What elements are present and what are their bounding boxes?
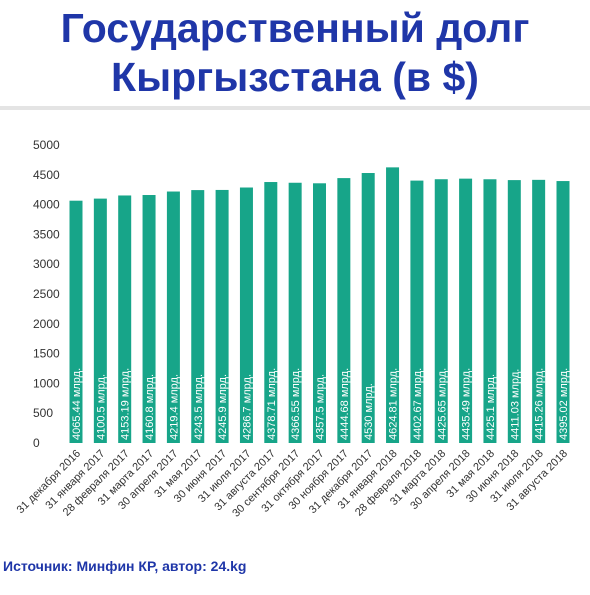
bar-value-label: 4530 млрд. [363,383,375,440]
bar-value-label: 4219.4 млрд. [168,374,180,440]
bar-value-label: 4065.44 млрд. [71,368,83,440]
bar-value-label: 4444.68 млрд. [339,368,351,440]
bar-value-label: 4160.8 млрд. [144,374,156,440]
y-tick-label: 0 [33,436,40,450]
bar [264,182,278,444]
bar-value-label: 4435.49 млрд. [461,368,473,440]
bar-value-label: 4624.81 млрд. [388,368,400,440]
bar-value-label: 4425.1 млрд. [485,374,497,440]
bar-value-label: 4378.71 млрд. [266,368,278,440]
bar [507,180,521,444]
bar-value-label: 4245.9 млрд. [217,374,229,440]
chart-title-line-2: Кыргызстана (в $) [111,54,479,100]
bar [118,195,132,443]
bar-chart: 0 500 1000 1500 2000 2500 3000 3500 4000 4500 5000… [15,138,570,520]
bar-value-label: 4286.7 млрд. [241,374,253,440]
bar [166,191,180,443]
bar [386,167,400,443]
bar [288,182,302,444]
bar [215,189,229,443]
bar [459,178,473,444]
y-tick-label: 2000 [33,317,60,331]
y-tick-label: 3000 [33,257,60,271]
y-tick-label: 4000 [33,198,60,212]
bar-value-label: 4100.5 млрд. [95,374,107,440]
bar [93,198,107,443]
bar-value-label: 4366.55 млрд. [290,368,302,440]
bar-value-label: 4357.5 млрд. [315,374,327,440]
bar-value-label: 4425.65 млрд. [436,368,448,440]
bar [142,195,156,443]
bar [410,180,424,443]
bar [313,183,326,443]
bar-value-label: 4243.5 млрд. [193,374,205,440]
bar-value-label: 4415.26 млрд. [534,368,546,440]
bar-value-label: 4411.03 млрд. [509,369,521,440]
y-tick-label: 4500 [33,168,60,182]
bar [337,178,351,443]
title-divider [0,106,590,110]
bar [361,173,375,443]
y-tick-label: 2500 [33,287,60,301]
y-tick-label: 1500 [33,347,60,361]
bar [239,187,253,443]
bar [69,200,83,443]
y-tick-label: 3500 [33,227,60,241]
bar [191,190,205,443]
chart-title: Государственный долг Кыргызстана (в $) [0,4,590,102]
bar [532,179,546,443]
chart-title-line-1: Государственный долг [60,5,530,51]
y-tick-label: 5000 [33,138,60,152]
source-note: Источник: Минфин КР, автор: 24.kg [3,558,247,574]
bar-value-label: 4153.19 млрд. [120,368,132,440]
bar-value-label: 4395.02 млрд. [558,368,570,440]
y-tick-label: 1000 [33,376,60,390]
bar [434,179,448,443]
bar-value-label: 4402.67 млрд. [412,368,424,440]
y-tick-label: 500 [33,406,53,420]
bar [483,179,497,443]
bar [556,181,570,443]
